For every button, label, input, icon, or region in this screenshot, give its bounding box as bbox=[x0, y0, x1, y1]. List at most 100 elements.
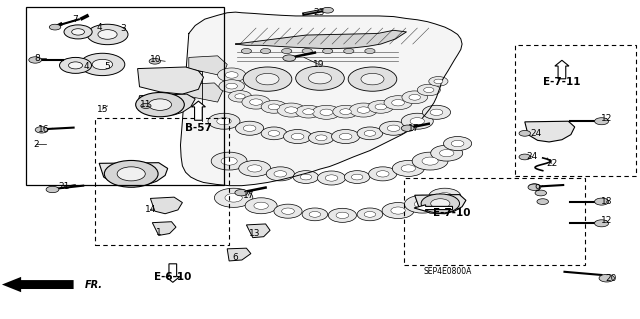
Circle shape bbox=[46, 186, 59, 193]
Text: 7: 7 bbox=[73, 15, 78, 24]
Circle shape bbox=[277, 103, 305, 117]
Circle shape bbox=[434, 79, 443, 84]
Circle shape bbox=[148, 99, 172, 110]
Circle shape bbox=[595, 118, 609, 125]
Circle shape bbox=[357, 107, 370, 113]
Text: FR.: FR. bbox=[84, 279, 102, 290]
Circle shape bbox=[417, 84, 440, 96]
Circle shape bbox=[535, 190, 547, 196]
Text: 1: 1 bbox=[156, 228, 161, 237]
Text: 15: 15 bbox=[97, 105, 108, 114]
Circle shape bbox=[336, 212, 349, 219]
Text: 6: 6 bbox=[233, 253, 238, 262]
Circle shape bbox=[250, 99, 262, 105]
Circle shape bbox=[438, 193, 452, 200]
Circle shape bbox=[242, 95, 270, 109]
Circle shape bbox=[323, 48, 333, 54]
Circle shape bbox=[344, 171, 370, 183]
Circle shape bbox=[60, 57, 92, 73]
Circle shape bbox=[261, 127, 287, 140]
Circle shape bbox=[414, 200, 431, 208]
Text: 8: 8 bbox=[35, 54, 40, 63]
Circle shape bbox=[380, 121, 408, 135]
Circle shape bbox=[274, 204, 302, 218]
Circle shape bbox=[274, 171, 287, 177]
Circle shape bbox=[136, 93, 184, 117]
Text: 24: 24 bbox=[527, 152, 538, 161]
Circle shape bbox=[595, 220, 609, 227]
Circle shape bbox=[325, 175, 338, 181]
Text: 13: 13 bbox=[249, 229, 260, 238]
Text: 12: 12 bbox=[601, 114, 612, 123]
Circle shape bbox=[308, 72, 332, 84]
Circle shape bbox=[537, 199, 548, 204]
Text: 3: 3 bbox=[120, 24, 125, 33]
Circle shape bbox=[368, 100, 394, 113]
Circle shape bbox=[412, 152, 448, 170]
Circle shape bbox=[422, 157, 438, 165]
Circle shape bbox=[221, 157, 237, 165]
Circle shape bbox=[322, 7, 333, 13]
Text: 14: 14 bbox=[145, 205, 156, 214]
Circle shape bbox=[268, 130, 280, 136]
Circle shape bbox=[431, 199, 450, 208]
Circle shape bbox=[376, 171, 389, 177]
Circle shape bbox=[339, 133, 352, 140]
FancyArrow shape bbox=[414, 205, 452, 211]
Circle shape bbox=[35, 127, 48, 133]
Circle shape bbox=[332, 130, 360, 144]
Circle shape bbox=[293, 171, 319, 183]
Circle shape bbox=[382, 203, 414, 219]
Circle shape bbox=[409, 94, 420, 100]
Circle shape bbox=[284, 130, 312, 144]
Circle shape bbox=[49, 24, 61, 30]
Text: 21: 21 bbox=[58, 182, 70, 191]
Circle shape bbox=[340, 109, 351, 115]
Circle shape bbox=[364, 211, 376, 217]
Circle shape bbox=[217, 118, 231, 125]
Text: E-7-11: E-7-11 bbox=[543, 77, 580, 87]
Circle shape bbox=[369, 167, 397, 181]
Circle shape bbox=[320, 109, 333, 115]
Circle shape bbox=[228, 91, 252, 102]
Circle shape bbox=[241, 48, 252, 54]
Circle shape bbox=[401, 165, 415, 172]
Text: B-57: B-57 bbox=[185, 123, 212, 133]
Circle shape bbox=[226, 83, 237, 89]
Circle shape bbox=[268, 104, 280, 110]
Circle shape bbox=[308, 131, 334, 144]
Text: 12: 12 bbox=[601, 216, 612, 225]
Bar bbox=[26, 7, 224, 185]
Bar bbox=[515, 45, 636, 176]
Text: 16: 16 bbox=[38, 125, 49, 134]
Text: SEP4E0800A: SEP4E0800A bbox=[424, 267, 472, 276]
Circle shape bbox=[64, 25, 92, 39]
Circle shape bbox=[72, 29, 84, 35]
Circle shape bbox=[214, 188, 253, 207]
Polygon shape bbox=[227, 248, 251, 261]
Circle shape bbox=[595, 198, 609, 205]
Text: E-7-10: E-7-10 bbox=[433, 208, 470, 218]
FancyArrow shape bbox=[191, 101, 205, 120]
Circle shape bbox=[302, 208, 328, 221]
Circle shape bbox=[225, 193, 243, 202]
Circle shape bbox=[248, 165, 262, 172]
Polygon shape bbox=[180, 12, 462, 186]
Circle shape bbox=[519, 130, 531, 136]
Circle shape bbox=[296, 105, 321, 118]
Circle shape bbox=[357, 127, 383, 140]
Text: 19: 19 bbox=[313, 60, 324, 69]
Circle shape bbox=[236, 121, 264, 135]
Circle shape bbox=[401, 125, 414, 131]
Circle shape bbox=[141, 103, 151, 108]
Circle shape bbox=[98, 30, 117, 39]
Text: 2: 2 bbox=[34, 140, 39, 149]
Circle shape bbox=[431, 145, 463, 161]
Text: 17: 17 bbox=[408, 124, 419, 133]
Circle shape bbox=[529, 184, 540, 189]
Circle shape bbox=[424, 87, 434, 93]
Circle shape bbox=[235, 189, 248, 196]
Text: 20: 20 bbox=[605, 274, 617, 283]
Circle shape bbox=[92, 59, 113, 70]
Polygon shape bbox=[138, 94, 195, 115]
